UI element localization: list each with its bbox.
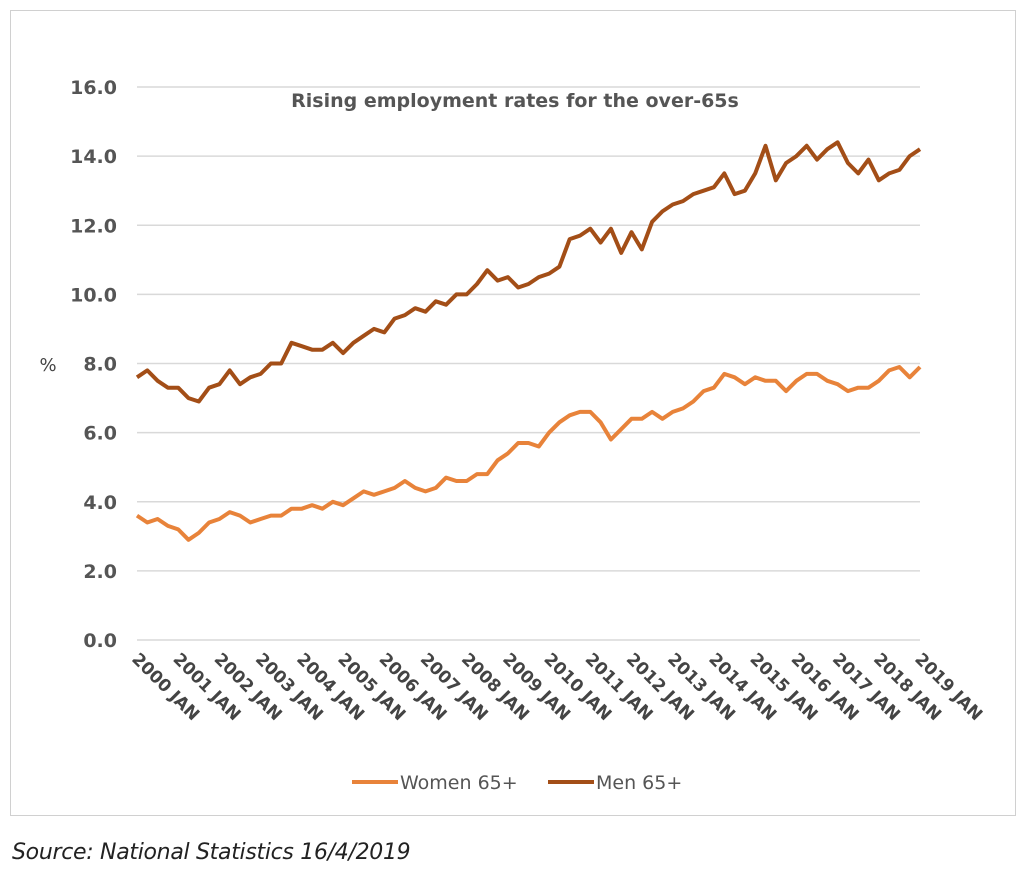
y-tick-label: 12.0 (70, 215, 117, 237)
chart-title: Rising employment rates for the over-65s (291, 90, 739, 112)
y-tick-label: 14.0 (70, 146, 117, 168)
chart-frame (10, 10, 1016, 816)
legend-label: Men 65+ (596, 772, 682, 794)
y-tick-label: 2.0 (83, 561, 117, 583)
y-tick-label: 8.0 (83, 354, 117, 376)
y-tick-label: 10.0 (70, 284, 117, 306)
legend-label: Women 65+ (400, 772, 518, 794)
y-tick-label: 6.0 (83, 423, 117, 445)
series-line-women-65- (135, 365, 922, 542)
y-tick-label: 16.0 (70, 77, 117, 99)
y-tick-label: 0.0 (83, 630, 117, 652)
y-tick-label: 4.0 (83, 492, 117, 514)
line-chart: Rising employment rates for the over-65s… (39, 77, 986, 794)
series-line-men-65- (135, 140, 922, 404)
y-axis-label: % (39, 355, 56, 376)
source-note: Source: National Statistics 16/4/2019 (12, 840, 411, 865)
